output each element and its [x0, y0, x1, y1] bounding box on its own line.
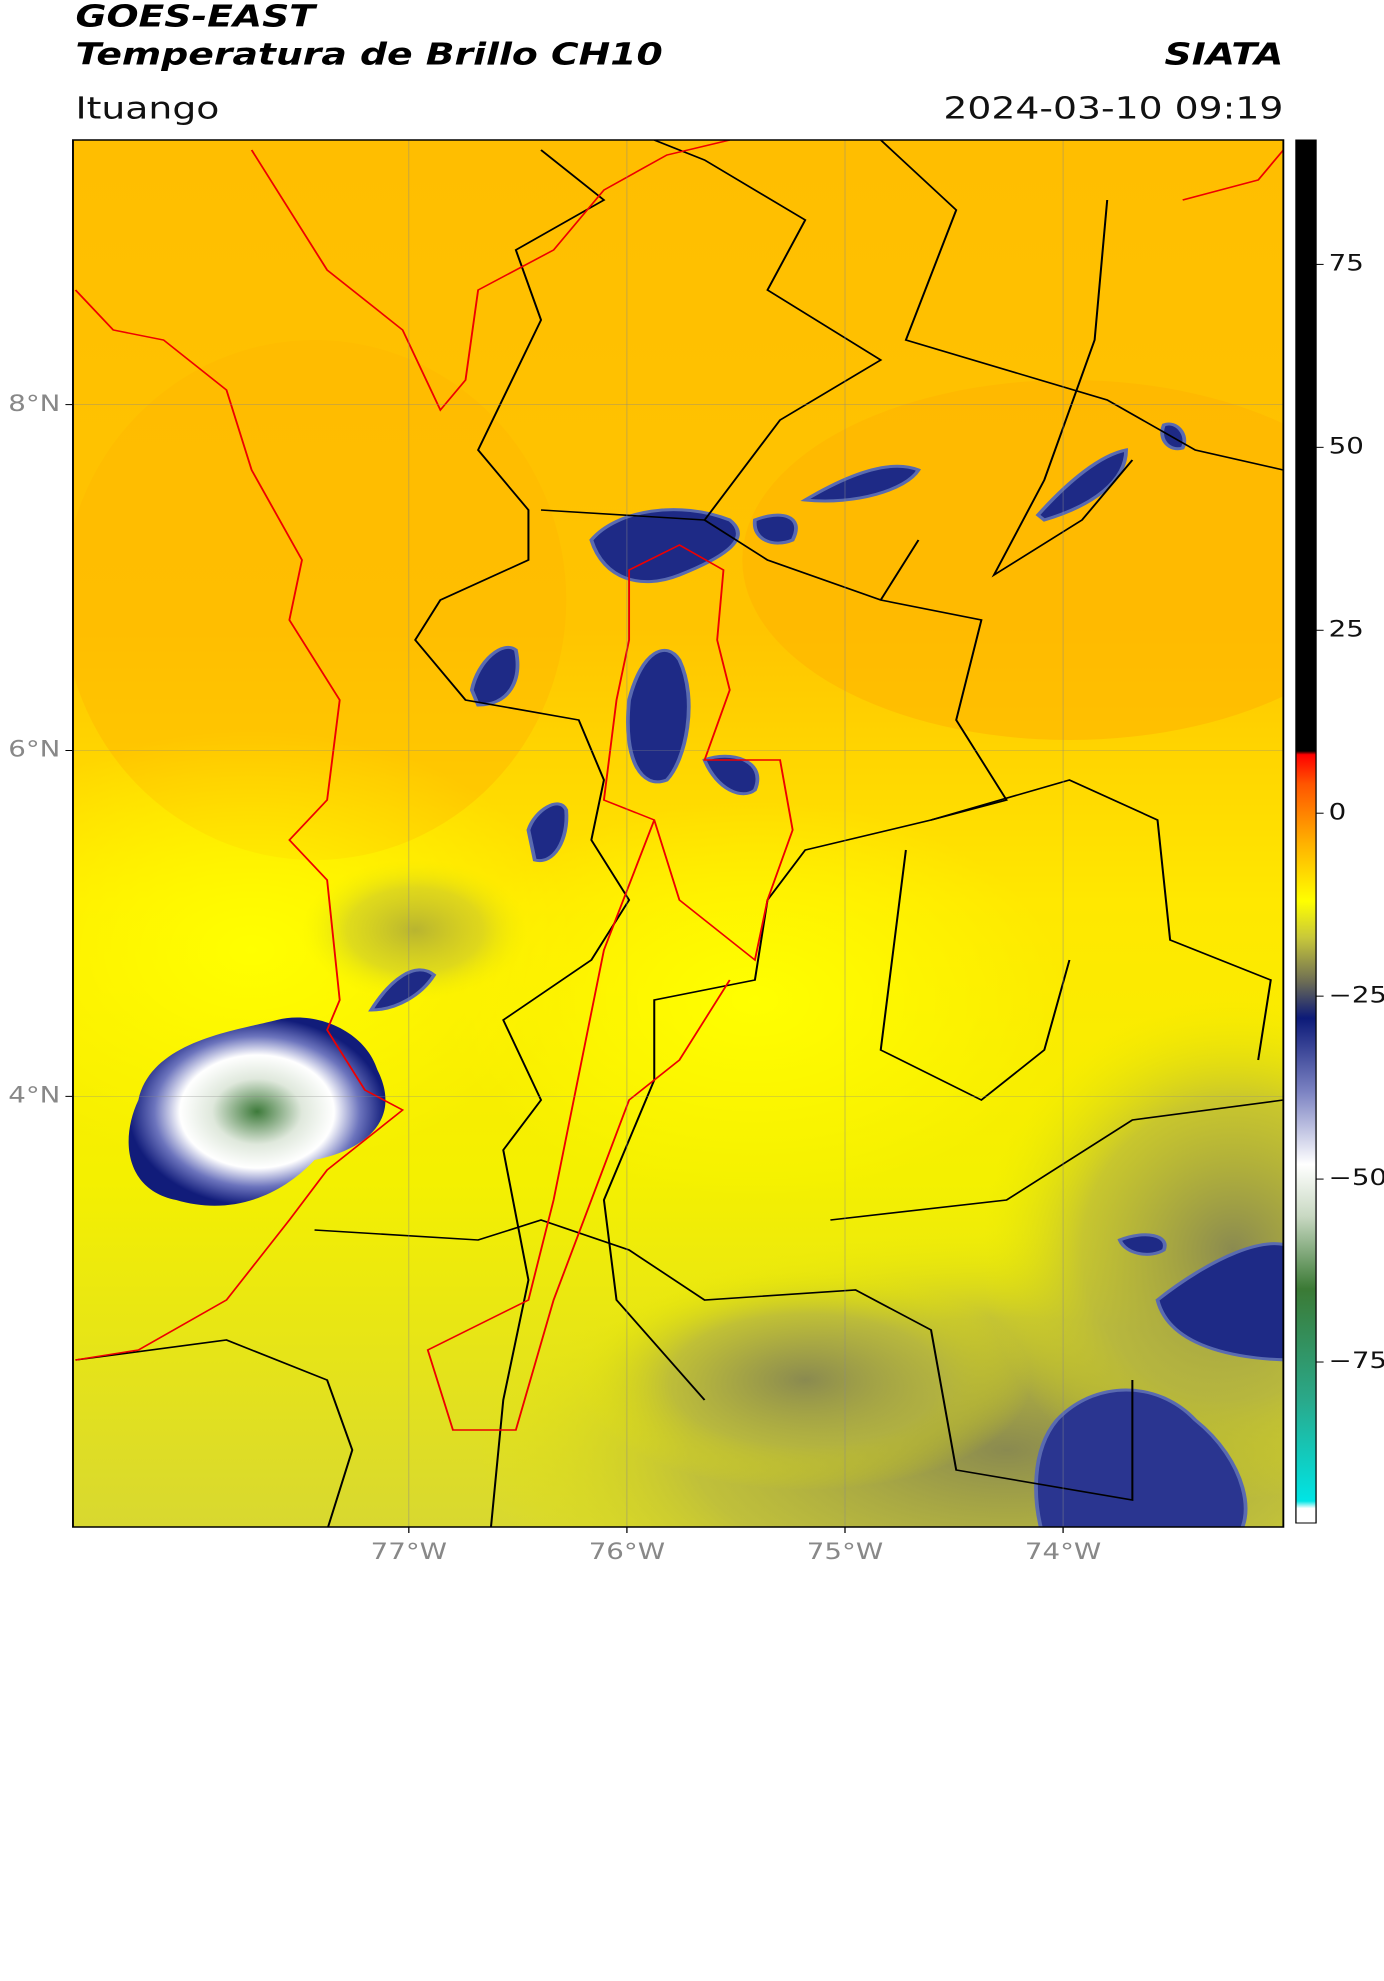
region: Ituango — [75, 91, 219, 126]
colorbar-tick-label: −25 — [1329, 982, 1384, 1008]
agency: SIATA — [1165, 37, 1284, 72]
x-tick-label: 76°W — [589, 1539, 665, 1565]
colorbar-tick-label: 50 — [1329, 433, 1364, 459]
y-tick-label: 8°N — [8, 391, 60, 417]
y-tick-label: 6°N — [8, 736, 60, 762]
colorbar-tick-label: 75 — [1329, 250, 1364, 276]
x-tick-label: 75°W — [807, 1539, 883, 1565]
colorbar-scale — [1295, 139, 1317, 1524]
colorbar-tick-label: 0 — [1329, 799, 1347, 825]
colorbar-tick-label: 25 — [1329, 616, 1364, 642]
colorbar-tick-label: −50 — [1329, 1165, 1384, 1191]
satellite-image — [72, 140, 1284, 1527]
map-frame — [72, 139, 1285, 1528]
datetime: 2024-03-10 09:19 — [943, 91, 1283, 126]
x-tick-label: 77°W — [371, 1539, 447, 1565]
colorbar-tick-label: −75 — [1329, 1348, 1384, 1374]
x-tick-label: 74°W — [1025, 1539, 1101, 1565]
product: Temperatura de Brillo CH10 — [75, 37, 662, 72]
y-tick-label: 4°N — [8, 1082, 60, 1108]
satellite: GOES-EAST — [75, 0, 318, 34]
graticule: 77°W 76°W 75°W 74°W 4°N 6°N 8°N — [8, 140, 1284, 1565]
colorbar: −75 −50 −25 0 25 50 75 — [1295, 139, 1384, 1524]
